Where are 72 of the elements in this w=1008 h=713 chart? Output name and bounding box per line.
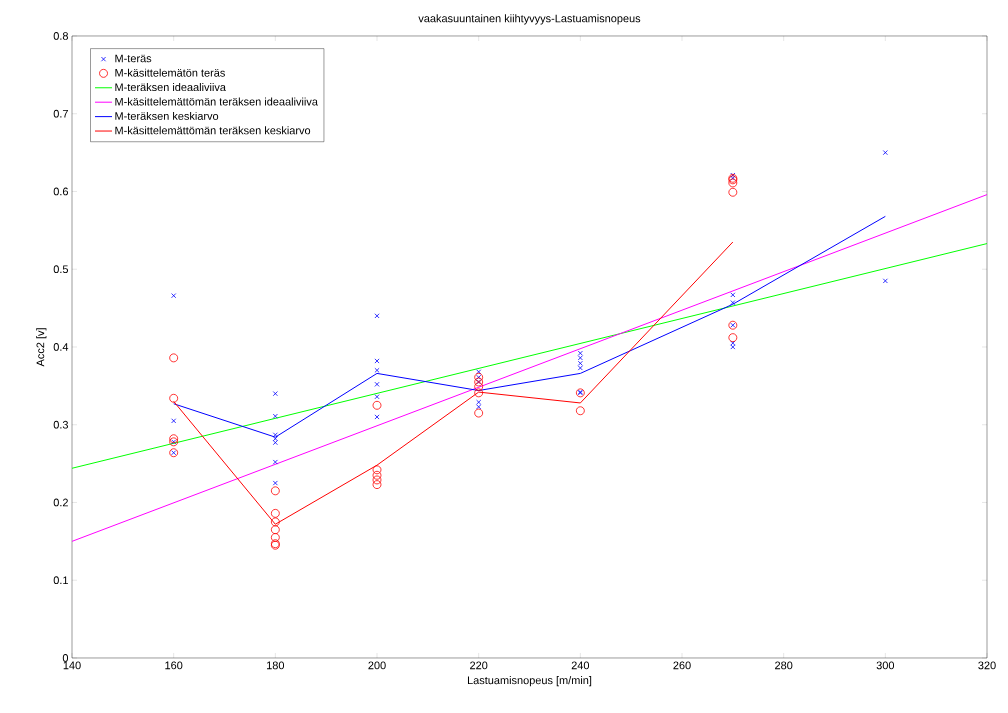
legend-label: M-teräksen keskiarvo bbox=[115, 111, 219, 120]
point bbox=[882, 278, 888, 284]
point bbox=[169, 353, 179, 363]
point bbox=[372, 480, 382, 489]
point bbox=[730, 292, 736, 298]
line-series bbox=[173, 215, 886, 438]
y-tick-label: 0.4 bbox=[53, 343, 69, 351]
y-tick-label: 0.6 bbox=[53, 187, 68, 196]
y-axis-title: Acc2 [v] bbox=[36, 328, 47, 367]
point bbox=[474, 382, 484, 392]
point bbox=[374, 381, 380, 387]
point bbox=[728, 187, 738, 197]
point bbox=[270, 486, 280, 496]
legend-label: M-käsittelemätön teräs bbox=[115, 68, 225, 77]
point bbox=[728, 333, 738, 343]
point bbox=[372, 475, 382, 485]
y-tick-label: 0.8 bbox=[53, 32, 68, 40]
point bbox=[372, 400, 382, 410]
x-tick-label: 280 bbox=[775, 661, 793, 670]
point bbox=[272, 459, 278, 465]
x-tick-label: 260 bbox=[673, 661, 691, 670]
point bbox=[882, 150, 888, 156]
point bbox=[730, 344, 736, 350]
point bbox=[577, 365, 583, 371]
point bbox=[272, 480, 278, 486]
x-tick-label: 200 bbox=[368, 661, 386, 670]
point bbox=[577, 360, 583, 366]
y-tick-label: 0.2 bbox=[53, 498, 68, 507]
legend-label: M-teräs bbox=[115, 54, 152, 63]
point bbox=[577, 355, 583, 361]
chart-title: vaakasuuntainen kiihtyvyys-Lastuamisnopeus bbox=[418, 14, 641, 25]
legend-label: M-teräksen ideaaliviiva bbox=[115, 83, 226, 92]
x-tick-label: 140 bbox=[63, 661, 81, 670]
point bbox=[171, 418, 177, 424]
point bbox=[730, 300, 736, 306]
point bbox=[272, 432, 278, 438]
point bbox=[374, 394, 380, 400]
x-tick-label: 180 bbox=[267, 661, 285, 670]
point bbox=[372, 470, 382, 480]
y-tick-label: 0.5 bbox=[53, 265, 69, 274]
y-tick-label: 0.7 bbox=[53, 109, 68, 118]
x-tick-label: 300 bbox=[876, 661, 895, 670]
point bbox=[270, 525, 280, 535]
point bbox=[476, 399, 482, 405]
y-tick-label: 0.3 bbox=[53, 420, 68, 429]
point bbox=[270, 517, 280, 527]
point bbox=[476, 404, 482, 410]
y-tick-label: 0.1 bbox=[53, 576, 68, 585]
x-tick-label: 240 bbox=[571, 661, 590, 670]
point bbox=[270, 508, 280, 518]
point bbox=[474, 408, 484, 418]
point bbox=[272, 440, 278, 446]
point bbox=[372, 465, 382, 475]
x-tick-label: 160 bbox=[165, 661, 183, 670]
point bbox=[374, 313, 380, 319]
point bbox=[272, 413, 278, 419]
point bbox=[476, 369, 482, 375]
point bbox=[575, 406, 585, 416]
point bbox=[474, 388, 484, 398]
x-tick-label: 320 bbox=[978, 661, 996, 670]
point bbox=[171, 293, 177, 299]
point bbox=[169, 393, 179, 403]
legend-label: M-käsittelemättömän teräksen keskiarvo bbox=[115, 126, 311, 135]
x-axis-title: Lastuamisnopeus [m/min] bbox=[467, 676, 592, 687]
point bbox=[374, 367, 380, 373]
point bbox=[272, 436, 278, 442]
point bbox=[272, 391, 278, 397]
legend-label: M-käsittelemättömän teräksen ideaaliviiva bbox=[115, 97, 318, 106]
point bbox=[577, 350, 583, 356]
y-tick-label: 0 bbox=[62, 654, 69, 662]
point bbox=[270, 533, 280, 542]
x-tick-label: 220 bbox=[470, 661, 488, 670]
